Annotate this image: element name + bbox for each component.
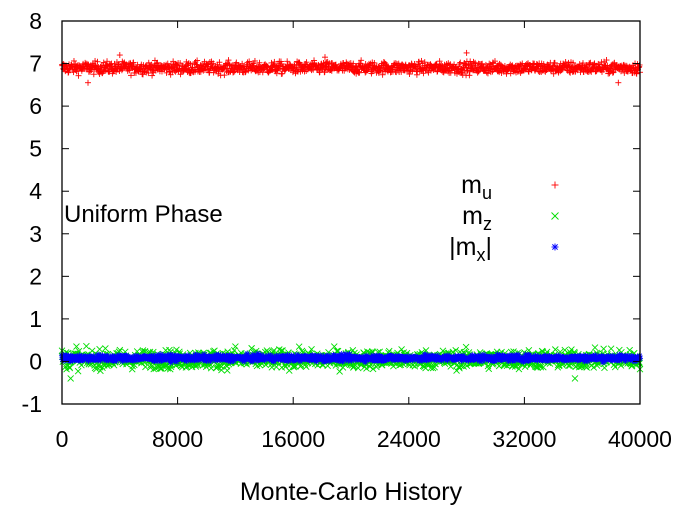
x-tick-label: 24000	[377, 426, 441, 452]
series-marks	[58, 49, 644, 382]
phase-annotation: Uniform Phase	[64, 201, 223, 228]
data-point	[154, 59, 161, 66]
data-point	[70, 57, 77, 64]
x-tick-label: 32000	[492, 426, 556, 452]
data-point	[194, 57, 201, 64]
y-tick-label: 5	[29, 136, 42, 162]
data-point	[216, 59, 223, 66]
x-axis-label: Monte-Carlo History	[240, 478, 463, 506]
y-tick-label: -1	[22, 391, 42, 417]
data-point	[187, 61, 194, 68]
x-tick-label: 16000	[261, 426, 325, 452]
data-point	[210, 60, 217, 67]
data-point	[279, 70, 286, 77]
y-tick-label: 2	[29, 263, 42, 289]
data-point	[118, 67, 125, 74]
data-point	[127, 72, 134, 79]
data-point	[256, 59, 263, 66]
data-point	[221, 72, 228, 79]
series-u	[59, 49, 643, 86]
data-point	[225, 57, 232, 64]
data-point	[94, 58, 101, 65]
legend-marker-x	[551, 243, 559, 251]
x-tick-label: 8000	[152, 426, 203, 452]
data-point	[251, 57, 258, 64]
y-tick-label: 3	[29, 221, 42, 247]
data-point	[273, 70, 280, 77]
data-point	[230, 69, 237, 76]
y-tick-label: 7	[29, 51, 42, 77]
data-point	[284, 58, 291, 65]
data-point	[103, 63, 110, 70]
x-tick-label: 0	[56, 426, 69, 452]
data-point	[275, 64, 282, 71]
data-point	[277, 58, 284, 65]
y-tick-label: 8	[29, 8, 42, 34]
y-tick-label: 0	[29, 348, 42, 374]
legend-label-x: |mx|	[449, 233, 492, 265]
y-tick-label: 4	[29, 178, 42, 204]
x-tick-label: 40000	[608, 426, 672, 452]
y-tick-label: 1	[29, 306, 42, 332]
data-point	[215, 70, 222, 77]
data-point	[75, 72, 82, 79]
y-tick-label: 6	[29, 93, 42, 119]
